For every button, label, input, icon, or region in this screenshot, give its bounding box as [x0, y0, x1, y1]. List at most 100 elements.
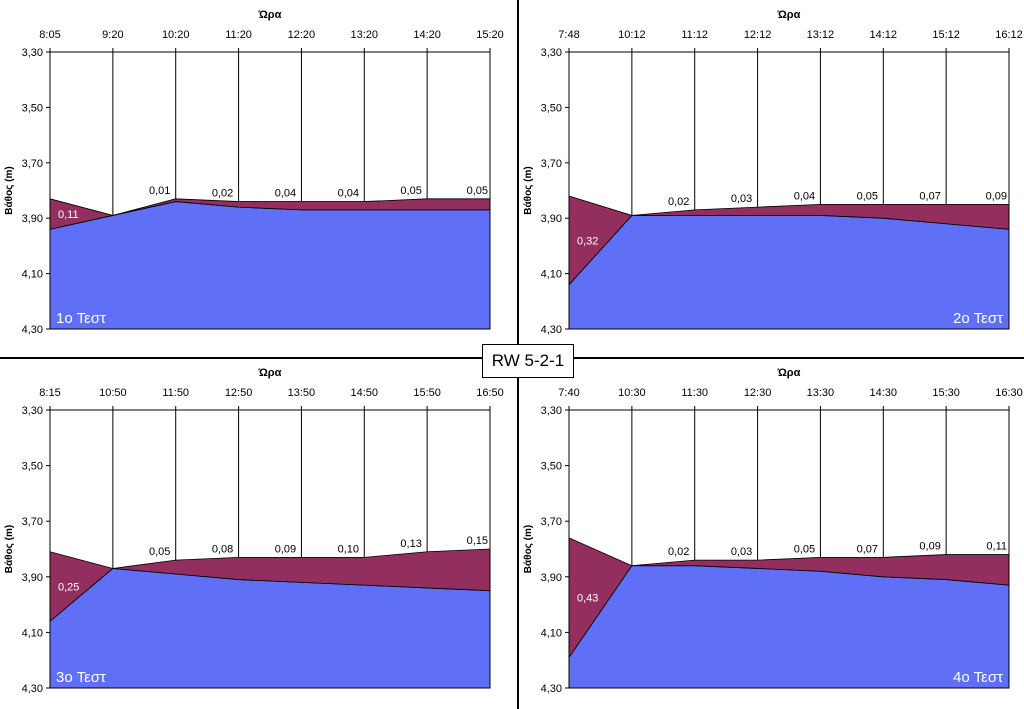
x-tick-label: 7:48 — [558, 29, 579, 41]
data-label: 0,10 — [338, 543, 359, 555]
data-label: 0,04 — [338, 188, 359, 200]
y-tick-label: 4,10 — [541, 627, 562, 639]
chart-panel-3: 8:15 10:50 11:50 12:50 13:50 14:50 15:50 16:50 Ώ… — [4, 367, 504, 695]
data-label: 0,11 — [58, 209, 79, 221]
y-tick-label: 4,30 — [22, 324, 43, 336]
x-tick-label: 11:30 — [681, 387, 708, 399]
y-axis-title: Βάθος (m) — [4, 525, 15, 573]
x-tick-label: 10:30 — [618, 387, 646, 399]
y-tick-label: 3,70 — [22, 516, 43, 528]
data-label: 0,05 — [400, 185, 421, 197]
y-tick-label: 4,30 — [541, 683, 562, 695]
x-tick-label: 11:20 — [225, 29, 252, 41]
x-tick-label: 11:12 — [681, 29, 708, 41]
x-tick-label: 8:15 — [39, 387, 60, 399]
x-tick-label: 11:50 — [162, 387, 189, 399]
chart-panel-2: 7:48 10:12 11:12 12:12 13:12 14:12 15:12 16:12 Ώ… — [523, 9, 1023, 336]
y-tick-label: 4,10 — [22, 269, 43, 281]
data-label: 0,07 — [919, 190, 940, 202]
x-tick-label: 10:20 — [162, 29, 190, 41]
test-label: 3ο Τεστ — [56, 669, 106, 686]
data-label: 0,04 — [275, 188, 296, 200]
data-label: 0,43 — [577, 593, 598, 605]
x-tick-label: 7:40 — [558, 387, 579, 399]
y-tick-label: 3,50 — [541, 102, 562, 114]
y-tick-label: 3,70 — [541, 158, 562, 170]
data-label: 0,02 — [668, 196, 689, 208]
data-label: 0,05 — [794, 543, 815, 555]
y-tick-label: 3,70 — [541, 516, 562, 528]
data-label: 0,05 — [857, 190, 878, 202]
y-tick-label: 3,90 — [541, 572, 562, 584]
y-axis-title: Βάθος (m) — [4, 166, 15, 214]
x-tick-label: 14:20 — [413, 29, 441, 41]
x-tick-label: 15:20 — [476, 29, 504, 41]
x-tick-label: 8:05 — [39, 29, 60, 41]
data-label: 0,09 — [986, 190, 1007, 202]
plot-border — [49, 409, 491, 689]
data-label: 0,04 — [794, 190, 815, 202]
x-tick-label: 10:12 — [618, 29, 646, 41]
data-label: 0,01 — [149, 185, 170, 197]
y-tick-label: 4,30 — [22, 683, 43, 695]
data-label: 0,03 — [731, 193, 752, 205]
y-tick-label: 3,90 — [22, 213, 43, 225]
x-tick-label: 16:30 — [995, 387, 1023, 399]
y-tick-label: 3,30 — [541, 47, 562, 59]
x-tick-label: 12:20 — [288, 29, 316, 41]
y-tick-label: 3,50 — [22, 102, 43, 114]
y-tick-label: 3,70 — [22, 158, 43, 170]
x-tick-label: 13:50 — [288, 387, 316, 399]
x-tick-label: 13:12 — [807, 29, 835, 41]
plot-border — [568, 51, 1010, 330]
y-tick-label: 3,90 — [22, 572, 43, 584]
x-tick-label: 12:12 — [744, 29, 772, 41]
data-label: 0,03 — [731, 546, 752, 558]
water-depth-area — [568, 565, 1010, 689]
test-label: 4ο Τεστ — [953, 669, 1003, 686]
x-tick-label: 15:50 — [413, 387, 441, 399]
data-label: 0,13 — [400, 538, 421, 550]
y-tick-label: 3,30 — [22, 47, 43, 59]
well-id-label: RW 5-2-1 — [482, 344, 574, 378]
data-label: 0,05 — [149, 546, 170, 558]
y-tick-label: 3,50 — [541, 461, 562, 473]
data-label: 0,08 — [212, 543, 233, 555]
x-tick-label: 15:30 — [932, 387, 960, 399]
x-tick-label: 12:50 — [225, 387, 253, 399]
x-axis-title: Ώρα — [777, 367, 801, 379]
y-tick-label: 3,30 — [22, 405, 43, 417]
x-axis-title: Ώρα — [258, 367, 282, 379]
data-label: 0,02 — [212, 188, 233, 200]
x-tick-label: 16:12 — [995, 29, 1023, 41]
y-axis-title: Βάθος (m) — [523, 525, 534, 573]
data-label: 0,32 — [577, 235, 598, 247]
y-tick-label: 3,30 — [541, 405, 562, 417]
y-tick-label: 3,90 — [541, 213, 562, 225]
plot-border — [568, 409, 1010, 689]
x-tick-label: 12:30 — [744, 387, 772, 399]
data-label: 0,07 — [857, 543, 878, 555]
data-label: 0,09 — [275, 543, 296, 555]
x-tick-label: 14:30 — [870, 387, 898, 399]
chart-panel-1: 8:05 9:20 10:20 11:20 12:20 13:20 14:20 15:20 Ώρ… — [4, 9, 504, 336]
y-tick-label: 4,30 — [541, 324, 562, 336]
data-label: 0,15 — [467, 535, 488, 547]
data-label: 0,02 — [668, 546, 689, 558]
water-depth-area — [49, 201, 491, 330]
y-axis-title: Βάθος (m) — [523, 166, 534, 214]
x-tick-label: 14:50 — [351, 387, 379, 399]
data-label: 0,11 — [986, 541, 1007, 553]
x-tick-label: 14:12 — [870, 29, 898, 41]
plot-border — [49, 51, 491, 330]
x-tick-label: 15:12 — [932, 29, 960, 41]
x-tick-label: 10:50 — [99, 387, 127, 399]
water-depth-area — [568, 215, 1010, 330]
x-tick-label: 16:50 — [476, 387, 504, 399]
y-tick-label: 3,50 — [22, 461, 43, 473]
x-axis-title: Ώρα — [258, 9, 282, 21]
test-label: 1ο Τεστ — [56, 310, 106, 327]
x-tick-label: 13:30 — [807, 387, 835, 399]
chart-panel-4: 7:40 10:30 11:30 12:30 13:30 14:30 15:30 16:30 Ώ… — [523, 367, 1023, 695]
y-tick-label: 4,10 — [22, 627, 43, 639]
